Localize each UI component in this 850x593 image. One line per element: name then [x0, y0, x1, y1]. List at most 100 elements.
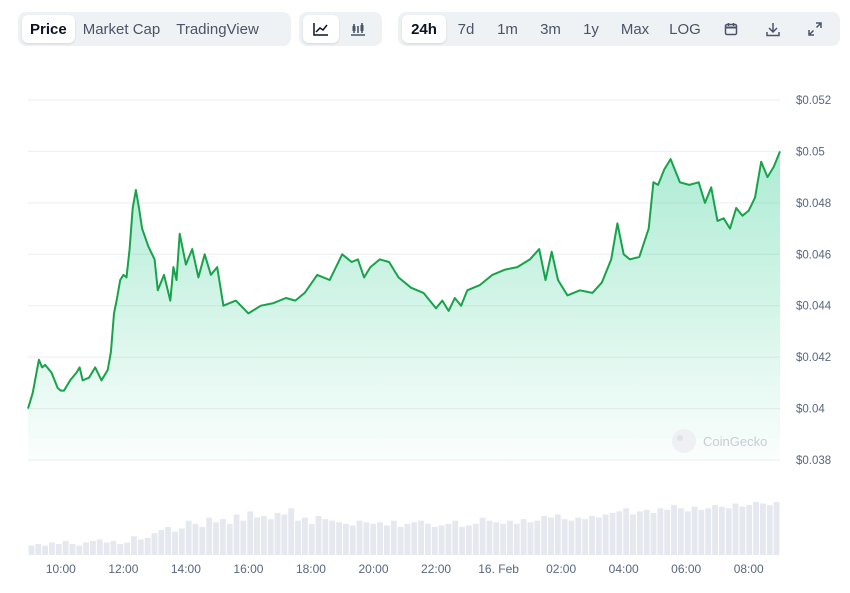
- volume-bar: [725, 508, 732, 555]
- volume-bar: [595, 517, 602, 555]
- volume-bar: [431, 526, 438, 555]
- volume-bar: [438, 525, 445, 555]
- volume-bar: [267, 519, 274, 555]
- volume-bar: [206, 517, 213, 555]
- volume-bar: [527, 522, 534, 555]
- price-area: [28, 151, 780, 460]
- volume-bar: [773, 502, 780, 555]
- chart-toolbar: Price Market Cap TradingView 24h 7d 1m 3…: [18, 10, 840, 48]
- tab-log[interactable]: LOG: [669, 20, 701, 38]
- volume-bar: [705, 508, 712, 555]
- range-tab-group: 24h 7d 1m 3m 1y Max LOG: [398, 12, 840, 46]
- volume-bar: [554, 514, 561, 555]
- x-tick-label: 02:00: [546, 562, 576, 576]
- volume-bar: [96, 539, 103, 555]
- tab-tradingview[interactable]: TradingView: [176, 20, 259, 38]
- tab-1m[interactable]: 1m: [497, 20, 518, 38]
- tab-1y[interactable]: 1y: [583, 20, 599, 38]
- volume-bar: [288, 508, 295, 555]
- line-chart-icon: [313, 23, 328, 36]
- y-axis: $0.052 $0.05 $0.048 $0.046 $0.044 $0.042 $0.04…: [796, 95, 832, 467]
- volume-bar: [513, 523, 520, 555]
- x-tick-label: 20:00: [358, 562, 388, 576]
- tab-7d[interactable]: 7d: [457, 20, 475, 38]
- download-button[interactable]: [752, 15, 794, 43]
- tab-max[interactable]: Max: [620, 20, 650, 38]
- volume-bar: [274, 512, 281, 555]
- y-tick-label: $0.042: [796, 352, 831, 364]
- volume-bar: [144, 537, 151, 555]
- volume-bar: [342, 523, 349, 555]
- volume-bars: [28, 502, 780, 555]
- volume-bar: [315, 516, 322, 555]
- logo-eye-icon: [677, 435, 683, 441]
- volume-bar: [671, 505, 677, 555]
- volume-bar: [466, 525, 472, 555]
- volume-bar: [226, 523, 233, 555]
- volume-bar: [732, 503, 739, 555]
- candlestick-chart-button[interactable]: [339, 15, 377, 43]
- volume-bar: [520, 519, 527, 555]
- volume-bar: [301, 517, 308, 555]
- volume-bar: [575, 517, 582, 555]
- volume-bar: [329, 520, 336, 555]
- volume-bar: [718, 506, 725, 555]
- volume-bar: [295, 520, 301, 555]
- volume-bar: [254, 517, 260, 555]
- volume-bar: [349, 525, 356, 555]
- volume-bar: [363, 522, 370, 555]
- x-tick-label: 18:00: [296, 562, 326, 576]
- volume-bar: [28, 545, 35, 555]
- x-tick-label: 08:00: [734, 562, 764, 576]
- volume-bar: [479, 517, 486, 555]
- volume-bar: [411, 522, 418, 555]
- tab-market-cap[interactable]: Market Cap: [82, 20, 161, 38]
- volume-bar: [117, 544, 124, 555]
- volume-bar: [684, 511, 691, 555]
- candlestick-icon: [351, 23, 365, 36]
- volume-bar: [185, 520, 192, 555]
- volume-bar: [602, 514, 609, 555]
- volume-bar: [247, 511, 254, 555]
- volume-bar: [500, 523, 507, 555]
- volume-bar: [35, 544, 42, 555]
- expand-icon: [808, 22, 822, 36]
- volume-bar: [151, 533, 158, 555]
- y-tick-label: $0.038: [796, 455, 831, 467]
- volume-bar: [322, 519, 329, 555]
- volume-bar: [49, 542, 55, 555]
- volume-bar: [172, 531, 178, 555]
- volume-bar: [69, 544, 76, 555]
- volume-bar: [568, 520, 575, 555]
- calendar-button[interactable]: [710, 15, 752, 43]
- volume-bar: [643, 509, 650, 555]
- volume-bar: [178, 528, 185, 555]
- tab-3m[interactable]: 3m: [540, 20, 561, 38]
- volume-bar: [356, 520, 363, 555]
- volume-bar: [137, 539, 144, 555]
- volume-bar: [616, 511, 623, 555]
- x-tick-label: 06:00: [671, 562, 701, 576]
- tab-price[interactable]: Price: [22, 15, 75, 43]
- fullscreen-button[interactable]: [794, 15, 836, 43]
- y-tick-label: $0.044: [796, 301, 832, 313]
- volume-bar: [213, 522, 219, 555]
- volume-bar: [623, 508, 630, 555]
- calendar-icon: [724, 23, 738, 36]
- volume-bar: [472, 523, 479, 555]
- volume-bar: [630, 514, 636, 555]
- x-tick-label: 16. Feb: [478, 562, 519, 576]
- volume-bar: [260, 516, 267, 555]
- volume-bar: [397, 526, 404, 555]
- volume-bar: [233, 514, 240, 555]
- y-tick-label: $0.048: [796, 198, 831, 210]
- volume-bar: [240, 520, 247, 555]
- volume-bar: [534, 520, 541, 555]
- x-tick-label: 10:00: [46, 562, 76, 576]
- volume-bar: [131, 536, 137, 555]
- line-chart-button[interactable]: [303, 15, 339, 43]
- watermark-text: CoinGecko: [703, 434, 767, 449]
- tab-24h[interactable]: 24h: [402, 15, 446, 43]
- volume-bar: [548, 517, 554, 555]
